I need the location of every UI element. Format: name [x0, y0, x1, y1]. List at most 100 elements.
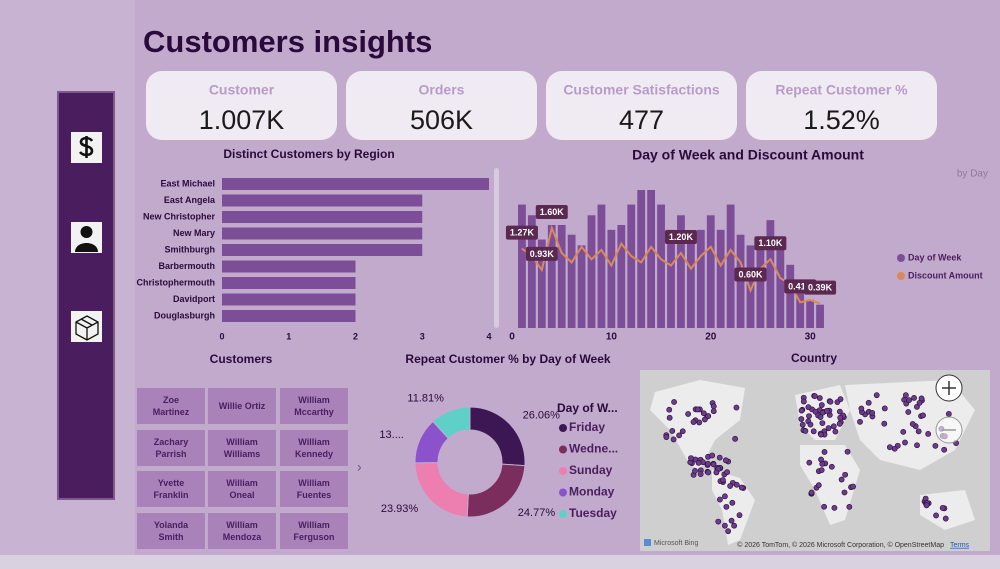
map-point: [798, 416, 805, 422]
legend-label: Discount Amount: [908, 270, 983, 280]
y-tick-label: New Mary: [173, 228, 215, 238]
next-arrow[interactable]: ›: [357, 459, 362, 475]
map-point: [729, 499, 736, 506]
data-label: 26.06%: [523, 409, 561, 421]
bar: [746, 245, 755, 328]
kpi-value: 1.52%: [803, 105, 880, 135]
map-point: [821, 449, 828, 455]
legend-label: Day of Week: [908, 252, 962, 262]
map-point: [671, 399, 677, 405]
customer-cell[interactable]: Willie Ortiz: [208, 388, 276, 424]
nav-dollar[interactable]: [71, 132, 102, 163]
map-point: [705, 469, 712, 476]
map-point: [818, 467, 825, 474]
map-point: [836, 420, 843, 427]
map-point: [733, 404, 740, 411]
chart-title: Day of Week and Discount Amount: [632, 147, 864, 163]
map-point: [838, 476, 845, 483]
customer-cell[interactable]: William Ferguson: [280, 513, 348, 549]
nav-box[interactable]: [71, 311, 102, 342]
map-point: [669, 428, 676, 434]
scrollbar: [494, 168, 499, 328]
map-point: [920, 412, 926, 419]
legend-marker: [559, 467, 567, 475]
legend-label: Tuesday: [569, 506, 617, 520]
map-point: [945, 411, 952, 417]
kpi-card: [346, 71, 537, 140]
customer-cell[interactable]: Yolanda Smith: [137, 513, 205, 549]
map-point: [914, 442, 920, 449]
map-point: [881, 420, 888, 427]
map-point: [732, 435, 739, 442]
legend-label: Friday: [569, 420, 605, 434]
map-point: [715, 518, 722, 525]
customer-cell[interactable]: William Williams: [208, 430, 276, 466]
bar: [776, 239, 785, 328]
map-point: [738, 484, 745, 491]
y-tick-label: Christophermouth: [137, 277, 216, 287]
customer-cell[interactable]: Zoe Martinez: [137, 388, 205, 424]
map-point: [724, 469, 730, 476]
donut-slice: [432, 406, 471, 440]
kpi-value: 506K: [410, 105, 473, 135]
bar: [597, 204, 606, 328]
kpi-card: [146, 71, 337, 140]
map-point: [722, 457, 729, 464]
bar: [647, 190, 656, 328]
customer-cell[interactable]: William Kennedy: [280, 430, 348, 466]
legend-marker: [559, 424, 567, 432]
data-label: 13....: [379, 429, 403, 441]
map-point: [728, 517, 735, 524]
map-point: [663, 434, 670, 440]
nav-person[interactable]: [71, 222, 102, 253]
bar: [607, 229, 616, 328]
data-label: 24.77%: [518, 507, 556, 519]
map-point: [830, 423, 837, 430]
map-point: [841, 489, 848, 496]
map-point: [817, 414, 824, 421]
y-tick-label: East Michael: [160, 178, 215, 188]
map-point: [869, 410, 876, 416]
map-point: [666, 414, 673, 421]
map-point: [810, 428, 817, 435]
bottom-strip: [0, 555, 1000, 569]
legend-marker: [559, 488, 567, 497]
land: [800, 445, 860, 525]
map-point: [688, 455, 694, 461]
land: [920, 490, 975, 530]
zoom-in[interactable]: [935, 374, 963, 402]
bar: [716, 229, 725, 328]
map-terms[interactable]: Terms: [950, 542, 970, 549]
customer-cell[interactable]: Zachary Parrish: [137, 430, 205, 466]
map-point: [942, 515, 949, 522]
customer-cell[interactable]: William Oneal: [208, 471, 276, 507]
map-point: [713, 469, 720, 476]
map-point: [701, 416, 708, 423]
customer-cell[interactable]: William Fuentes: [280, 471, 348, 507]
customer-cell[interactable]: Yvette Franklin: [137, 471, 205, 507]
map-point: [710, 408, 717, 415]
map-point: [807, 421, 814, 428]
customer-cell[interactable]: William Mccarthy: [280, 388, 348, 424]
chart-subtitle: by Day: [957, 169, 988, 180]
data-label: 1.20K: [669, 232, 694, 242]
map-point: [821, 503, 828, 510]
map-point: [933, 512, 939, 519]
map-point: [705, 460, 711, 467]
map-point: [915, 428, 922, 435]
bar: [627, 204, 636, 328]
bar: [696, 229, 705, 328]
customer-cell[interactable]: William Mendoza: [208, 513, 276, 549]
zoom-out[interactable]: [935, 416, 963, 444]
dollar-icon: [78, 136, 94, 158]
map-point: [818, 456, 824, 463]
map-point: [914, 403, 920, 410]
map-point: [710, 403, 717, 410]
bar: [577, 245, 586, 328]
bar: [222, 260, 356, 273]
map-point: [881, 405, 888, 412]
bar: [637, 190, 646, 328]
bar: [677, 215, 685, 328]
bar: [222, 194, 423, 207]
map-point: [799, 421, 806, 428]
